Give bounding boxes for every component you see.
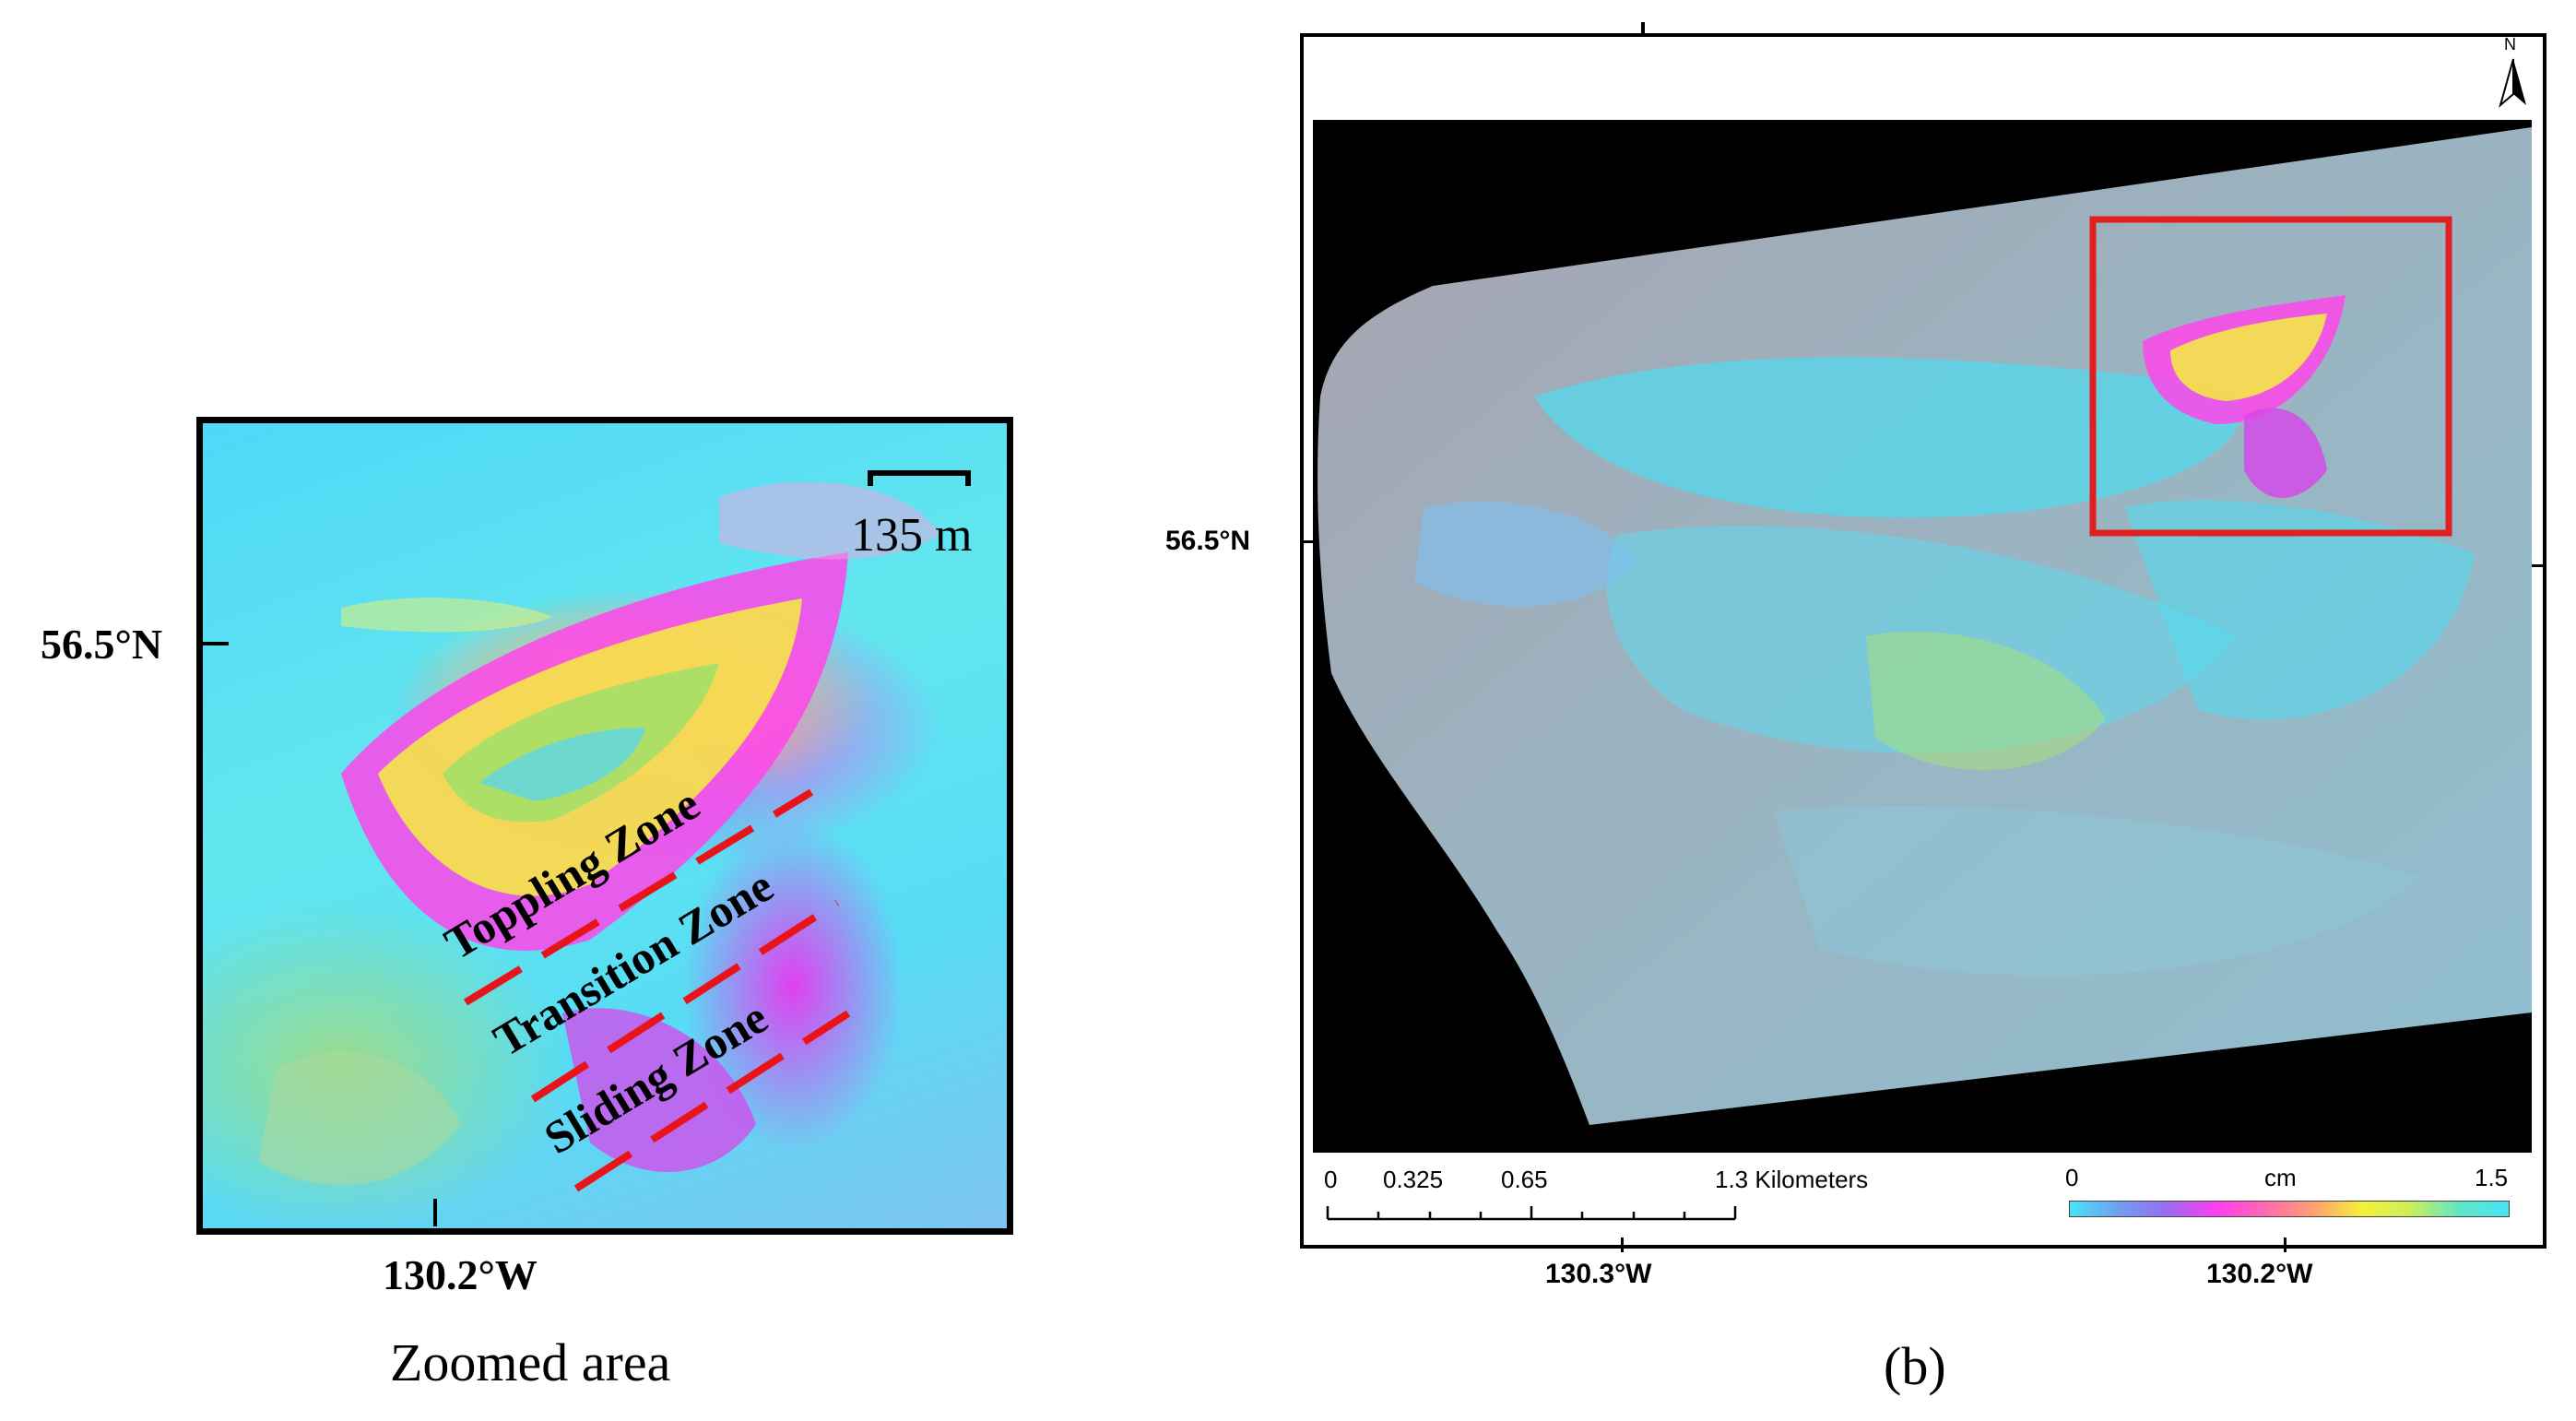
scale-bar-label: 135 m xyxy=(851,509,973,562)
north-arrow-icon xyxy=(2499,58,2526,108)
zone-boundary-line xyxy=(463,788,814,1006)
right-lat-tick-right xyxy=(2532,564,2546,567)
zone-boundary-line xyxy=(530,899,840,1103)
lon-tick xyxy=(433,1199,437,1226)
color-ramp xyxy=(2069,1201,2510,1217)
right-lon-tick-2 xyxy=(2284,1237,2286,1252)
left-lat-label: 56.5°N xyxy=(41,621,163,668)
right-lon-label-1: 130.3°W xyxy=(1545,1259,1652,1289)
lat-tick xyxy=(203,642,229,645)
overview-interferogram xyxy=(1318,127,2532,1125)
north-label: N xyxy=(2504,35,2516,53)
distance-tick-3: 1.3 Kilometers xyxy=(1715,1166,1869,1193)
left-lon-label: 130.2°W xyxy=(383,1251,538,1298)
zone-boundary-line xyxy=(573,1010,851,1192)
distance-tick-1: 0.325 xyxy=(1383,1166,1444,1193)
top-tick xyxy=(1641,22,1645,35)
scale-bar xyxy=(868,470,971,486)
distance-tick-2: 0.65 xyxy=(1501,1166,1548,1193)
distance-tick-0: 0 xyxy=(1324,1166,1338,1193)
color-legend: 0 cm 1.5 xyxy=(2062,1164,2523,1219)
legend-max-label: 1.5 xyxy=(2475,1164,2509,1191)
zoomed-interferogram xyxy=(258,470,971,1192)
inset-box xyxy=(2089,216,2452,537)
legend-unit-label: cm xyxy=(2264,1164,2297,1191)
zoomed-map-panel: Toppling Zone Transition Zone Sliding Zo… xyxy=(196,417,1013,1235)
distance-scale-bar xyxy=(1326,1206,1737,1221)
right-lon-label-2: 130.2°W xyxy=(2206,1259,2313,1289)
right-caption: (b) xyxy=(1884,1336,1946,1396)
right-lon-tick-1 xyxy=(1621,1237,1624,1252)
distance-scale: 0 0.325 0.65 1.3 Kilometers xyxy=(1324,1166,1868,1230)
right-lat-tick xyxy=(1300,540,1315,543)
right-lat-label: 56.5°N xyxy=(1165,526,1251,556)
left-caption: Zoomed area xyxy=(390,1332,671,1392)
legend-min-label: 0 xyxy=(2065,1164,2079,1191)
